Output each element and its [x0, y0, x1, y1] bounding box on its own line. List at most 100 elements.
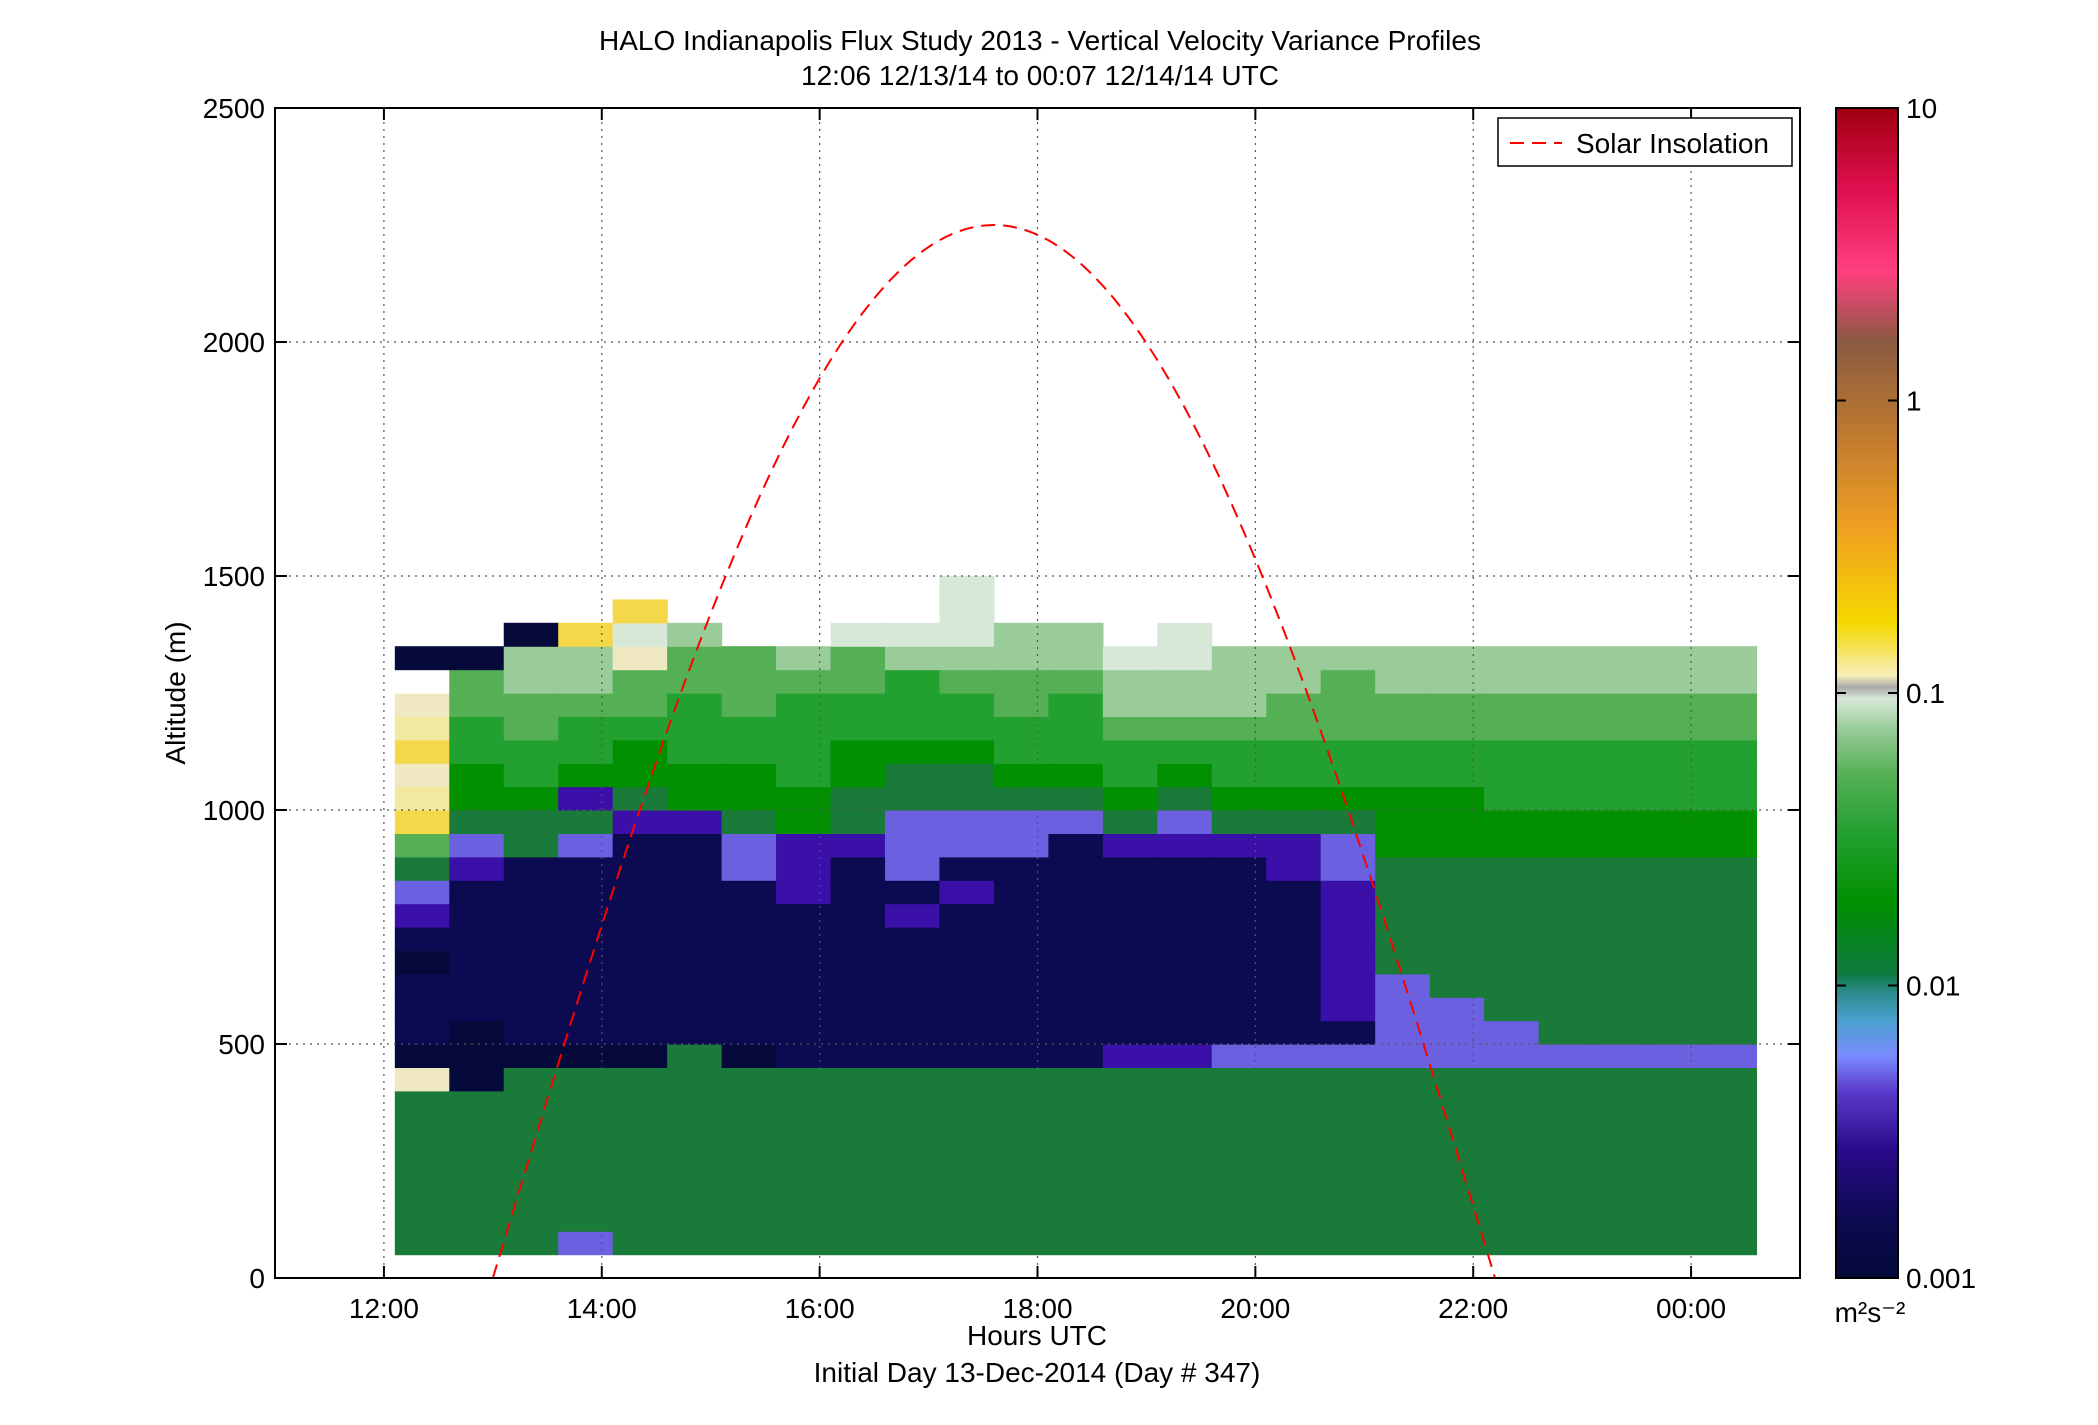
heatmap-cell	[1266, 903, 1322, 928]
heatmap-cell	[1593, 1044, 1649, 1068]
heatmap-cell	[721, 763, 777, 788]
heatmap-cell	[1048, 927, 1104, 951]
heatmap-cell	[1538, 1020, 1594, 1045]
heatmap-cell	[939, 997, 995, 1022]
heatmap-cell	[1157, 693, 1213, 717]
heatmap-cell	[1102, 1184, 1158, 1209]
heatmap-cell	[1701, 1044, 1758, 1068]
heatmap-cell	[1102, 693, 1158, 717]
heatmap-cell	[993, 1231, 1049, 1256]
heatmap-cell	[1048, 1114, 1104, 1139]
heatmap-cell	[776, 1161, 832, 1185]
heatmap-cell	[1701, 1114, 1758, 1139]
heatmap-cell	[449, 927, 505, 951]
heatmap-cell	[503, 1114, 559, 1139]
heatmap-cell	[558, 622, 614, 647]
heatmap-cells	[394, 576, 1758, 1256]
heatmap-cell	[1048, 669, 1104, 694]
heatmap-cell	[558, 693, 614, 717]
heatmap-cell	[1320, 763, 1376, 788]
heatmap-cell	[612, 1137, 668, 1162]
heatmap-cell	[1157, 669, 1213, 694]
heatmap-cell	[1429, 1137, 1485, 1162]
colorbar-tick-label: 0.001	[1906, 1263, 1976, 1294]
heatmap-cell	[1320, 997, 1376, 1022]
heatmap-cell	[667, 880, 723, 905]
heatmap-cell	[1701, 716, 1758, 741]
heatmap-cell	[993, 763, 1049, 788]
heatmap-cell	[1320, 646, 1376, 671]
heatmap-cell	[830, 833, 886, 858]
heatmap-cell	[1484, 763, 1540, 788]
heatmap-cell	[830, 950, 886, 975]
heatmap-cell	[612, 716, 668, 741]
heatmap-cell	[449, 739, 505, 764]
heatmap-cell	[1429, 786, 1485, 811]
x-tick-label: 16:00	[785, 1293, 855, 1324]
heatmap-cell	[776, 927, 832, 951]
heatmap-cell	[1211, 1184, 1267, 1209]
heatmap-cell	[1538, 1161, 1594, 1185]
heatmap-cell	[667, 1020, 723, 1045]
heatmap-cell	[1647, 1207, 1703, 1232]
heatmap-cell	[830, 739, 886, 764]
heatmap-cell	[667, 950, 723, 975]
heatmap-cell	[503, 810, 559, 834]
heatmap-cell	[1538, 1184, 1594, 1209]
heatmap-cell	[1266, 950, 1322, 975]
heatmap-cell	[667, 1161, 723, 1185]
heatmap-cell	[1102, 1090, 1158, 1115]
heatmap-cell	[1048, 1184, 1104, 1209]
heatmap-cell	[1538, 1231, 1594, 1256]
heatmap-cell	[667, 973, 723, 998]
heatmap-cell	[1320, 1161, 1376, 1185]
heatmap-cell	[939, 880, 995, 905]
heatmap-cell	[885, 810, 941, 834]
heatmap-cell	[1320, 693, 1376, 717]
heatmap-cell	[721, 1020, 777, 1045]
heatmap-cell	[776, 716, 832, 741]
heatmap-cell	[394, 1090, 450, 1115]
heatmap-cell	[1102, 1207, 1158, 1232]
heatmap-cell	[1538, 1090, 1594, 1115]
heatmap-cell	[1157, 810, 1213, 834]
heatmap-cell	[1211, 693, 1267, 717]
heatmap-cell	[394, 880, 450, 905]
heatmap-cell	[776, 1067, 832, 1092]
heatmap-cell	[993, 1161, 1049, 1185]
heatmap-cell	[993, 833, 1049, 858]
heatmap-cell	[993, 1207, 1049, 1232]
heatmap-cell	[1320, 973, 1376, 998]
heatmap-cell	[1266, 880, 1322, 905]
chart-title: HALO Indianapolis Flux Study 2013 - Vert…	[599, 25, 1481, 56]
heatmap-cell	[1375, 1184, 1431, 1209]
heatmap-cell	[1320, 1067, 1376, 1092]
heatmap-cell	[1484, 973, 1540, 998]
heatmap-cell	[1701, 1020, 1758, 1045]
heatmap-cell	[1593, 973, 1649, 998]
heatmap-cell	[939, 856, 995, 881]
heatmap-cell	[939, 833, 995, 858]
x-axis-label: Hours UTC	[967, 1320, 1107, 1351]
heatmap-cell	[830, 786, 886, 811]
heatmap-cell	[1701, 669, 1758, 694]
heatmap-cell	[830, 1231, 886, 1256]
heatmap-cell	[503, 646, 559, 671]
heatmap-cell	[939, 973, 995, 998]
heatmap-cell	[1429, 739, 1485, 764]
heatmap-cell	[1647, 716, 1703, 741]
heatmap-cell	[993, 716, 1049, 741]
heatmap-cell	[503, 973, 559, 998]
heatmap-cell	[1211, 903, 1267, 928]
heatmap-cell	[830, 1184, 886, 1209]
heatmap-cell	[667, 810, 723, 834]
heatmap-cell	[1647, 903, 1703, 928]
heatmap-cell	[1102, 669, 1158, 694]
heatmap-cell	[1647, 739, 1703, 764]
heatmap-cell	[721, 739, 777, 764]
heatmap-cell	[1048, 1067, 1104, 1092]
heatmap-cell	[939, 622, 995, 647]
heatmap-cell	[1701, 1161, 1758, 1185]
heatmap-cell	[721, 693, 777, 717]
heatmap-cell	[449, 1020, 505, 1045]
